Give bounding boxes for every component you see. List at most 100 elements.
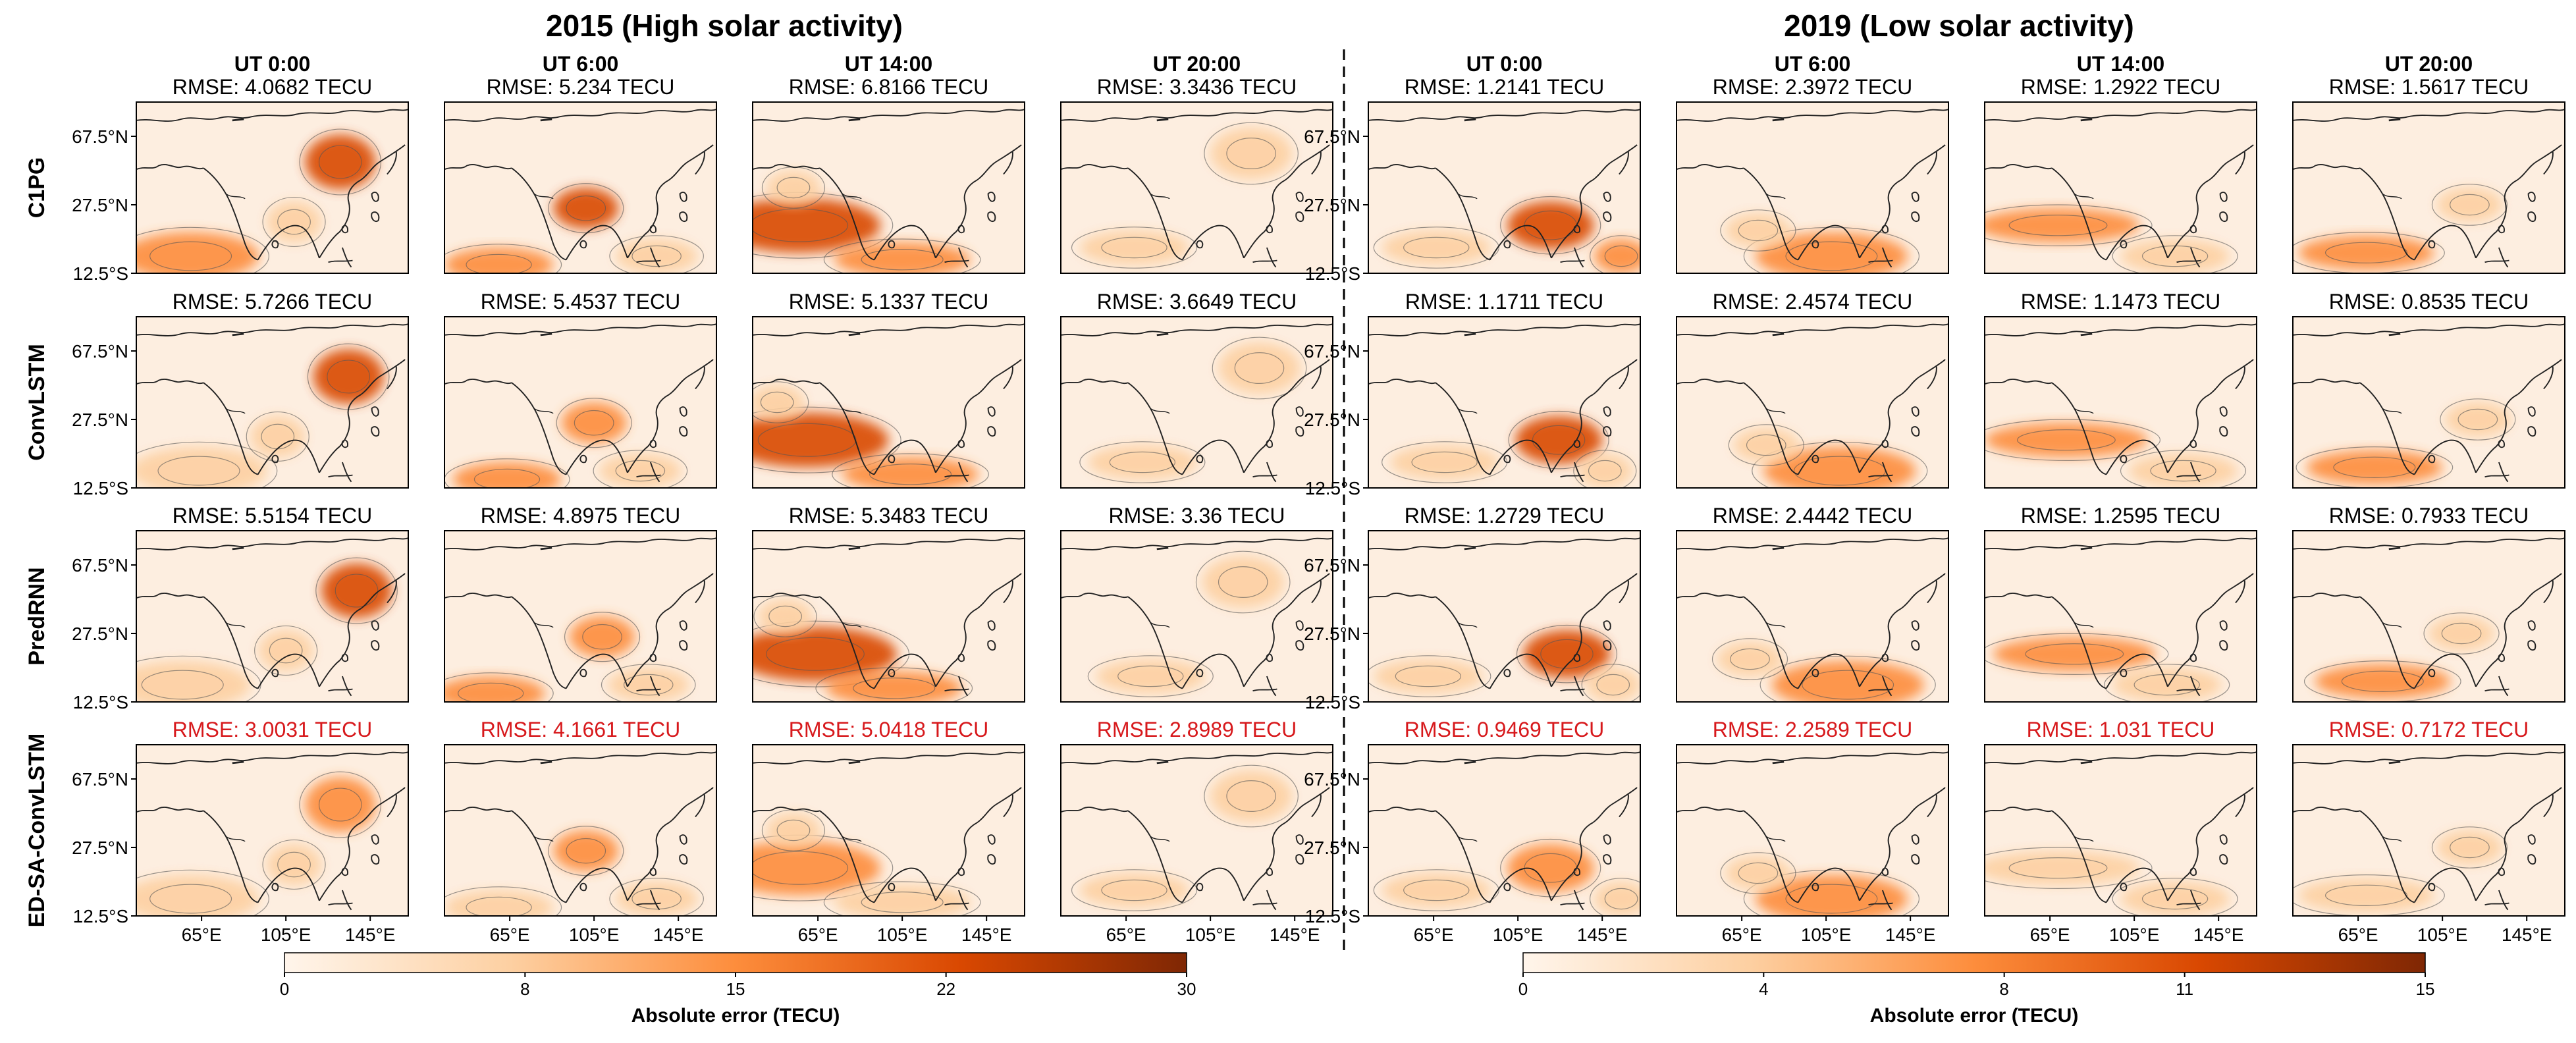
panel-content [2293, 531, 2565, 702]
error-blob [1993, 637, 2157, 672]
panel-content [1985, 317, 2257, 488]
error-blob [1390, 445, 1499, 479]
contour-line [2150, 460, 2216, 482]
error-blob [305, 134, 376, 190]
lon-tick-label: 65°E [2030, 924, 2070, 945]
error-blob [2445, 402, 2511, 437]
map-panel [2292, 744, 2565, 917]
error-blob [2298, 235, 2434, 270]
contour-line [444, 458, 570, 488]
panel-frame [1368, 744, 1641, 917]
panel-content [444, 317, 716, 488]
contour-line [753, 381, 809, 423]
contour-line [1395, 665, 1462, 687]
panel-frame [2292, 101, 2565, 274]
panel-content [1368, 317, 1640, 488]
contour-line [1204, 764, 1299, 828]
contour-line [1403, 879, 1470, 901]
error-blob [1382, 873, 1491, 907]
contour-line [1743, 869, 1919, 916]
panel-content [753, 317, 1025, 488]
lat-tick-label: 27.5°N [1304, 838, 1360, 858]
panel-content [1368, 745, 1640, 916]
lat-tick-label: 67.5°N [1304, 341, 1360, 361]
rmse-label: RMSE: 0.8535 TECU [2329, 290, 2529, 313]
column-title: UT 0:00 [1466, 52, 1543, 76]
map-panel [1676, 101, 1949, 274]
map-panel [1984, 101, 2257, 274]
column-title: UT 20:00 [1153, 52, 1241, 76]
panel-frame [444, 316, 717, 489]
rmse-label: RMSE: 2.4574 TECU [1713, 290, 1913, 313]
rmse-label: RMSE: 3.3436 TECU [1097, 75, 1297, 99]
panel-content [1061, 531, 1333, 702]
contour-line [444, 672, 554, 702]
contour-line [2450, 194, 2490, 216]
error-blob [834, 242, 971, 273]
lat-tick-label: 12.5°S [1305, 692, 1360, 712]
contour-line [1226, 780, 1276, 812]
contour-line [1738, 862, 1779, 884]
map-panel [444, 316, 717, 489]
rmse-label: RMSE: 3.0031 TECU [173, 718, 373, 741]
contour-line [1411, 451, 1478, 473]
error-blob [569, 616, 635, 658]
rmse-label: RMSE: 5.234 TECU [487, 75, 675, 99]
lat-tick-label: 27.5°N [1304, 410, 1360, 430]
error-blob [1382, 230, 1491, 265]
error-blob [1733, 428, 1799, 462]
contour-line [566, 195, 606, 221]
contour-line [136, 441, 278, 488]
contour-line [556, 398, 632, 448]
error-blob [2306, 450, 2443, 485]
lat-tick-label: 12.5°S [1305, 263, 1360, 284]
contour-line [2008, 215, 2108, 236]
contour-line [444, 244, 562, 273]
contour-line [1109, 451, 1176, 473]
map-panel [1060, 316, 1333, 489]
map-panel [136, 744, 409, 917]
contour-line [458, 682, 524, 702]
contour-line [861, 891, 944, 913]
contour-line [2112, 235, 2238, 273]
contour-line [269, 637, 303, 664]
lon-tick-label: 145°E [653, 924, 704, 945]
contour-line [1720, 852, 1796, 894]
panel-frame [752, 101, 1025, 274]
contour-line [760, 391, 794, 414]
panel-frame [752, 316, 1025, 489]
contour-line [1226, 138, 1276, 170]
rmse-label: RMSE: 3.36 TECU [1109, 504, 1285, 527]
contour-line [318, 145, 362, 179]
error-blob [1586, 668, 1640, 702]
contour-line [1985, 847, 2153, 889]
error-blob [599, 454, 682, 488]
contour-line [1508, 410, 1609, 469]
colorbar-tick-label: 0 [280, 979, 289, 999]
error-blob [136, 232, 259, 273]
map-panel [136, 530, 409, 703]
lon-tick-label: 105°E [1185, 924, 1236, 945]
contour-line [2333, 456, 2416, 479]
contour-line [548, 183, 624, 234]
map-panel [1368, 744, 1641, 917]
error-blob [753, 412, 889, 468]
contour-line [1204, 122, 1299, 185]
map-panel [444, 530, 717, 703]
panel-content [1985, 531, 2257, 702]
error-blob [553, 830, 619, 872]
contour-line [768, 605, 802, 628]
panel-frame [1060, 101, 1333, 274]
contour-line [766, 637, 865, 671]
panel-frame [136, 316, 409, 489]
error-blob [1717, 642, 1783, 676]
contour-line [136, 227, 269, 273]
panel-content [753, 102, 1025, 273]
lon-tick-label: 105°E [1801, 924, 1852, 945]
error-blob [1725, 856, 1791, 890]
contour-line [262, 839, 326, 890]
lon-tick-label: 65°E [798, 924, 838, 945]
error-blob [1507, 201, 1594, 250]
panel-content [1368, 102, 1640, 273]
error-blob [313, 349, 384, 404]
